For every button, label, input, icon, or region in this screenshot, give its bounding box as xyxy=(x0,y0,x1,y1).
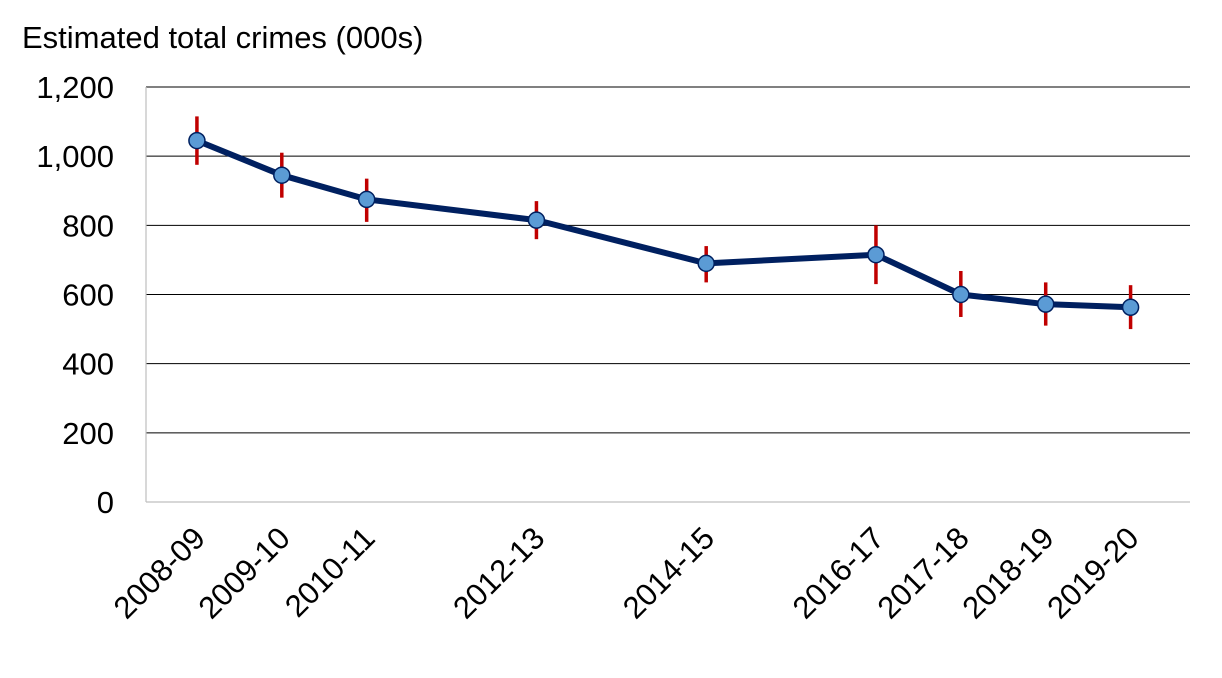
x-tick-label: 2018-19 xyxy=(955,520,1060,625)
y-tick-label: 200 xyxy=(62,416,114,451)
y-tick-label: 400 xyxy=(62,347,114,382)
x-tick-label: 2017-18 xyxy=(871,520,976,625)
y-tick-label: 1,000 xyxy=(36,139,114,174)
data-point xyxy=(357,190,376,209)
data-point xyxy=(952,285,970,304)
x-tick-label: 2008-09 xyxy=(107,520,212,625)
x-tick-label: 2014-15 xyxy=(616,520,721,625)
y-tick-labels: 0 200 400 600 800 1,000 1,200 xyxy=(36,70,114,520)
data-point xyxy=(527,211,546,229)
data-point xyxy=(188,131,206,150)
x-tick-label: 2012-13 xyxy=(446,520,551,625)
data-point xyxy=(273,166,291,184)
x-tick-label: 2019-20 xyxy=(1040,520,1145,625)
y-tick-label: 1,200 xyxy=(36,70,114,105)
data-point xyxy=(867,245,885,264)
y-axis-title: Estimated total crimes (000s) xyxy=(22,20,423,55)
data-point xyxy=(697,254,715,273)
axes xyxy=(145,87,1190,503)
x-tick-label: 2016-17 xyxy=(786,520,891,625)
y-tick-label: 600 xyxy=(62,278,114,313)
data-point xyxy=(1036,295,1055,313)
y-tick-label: 0 xyxy=(97,485,114,520)
y-tick-label: 800 xyxy=(62,208,114,243)
series-line-layer xyxy=(193,137,1134,311)
data-points xyxy=(188,131,1140,317)
gridlines xyxy=(146,86,1190,434)
series-line xyxy=(193,137,1134,311)
x-tick-label: 2010-11 xyxy=(278,520,382,624)
data-point xyxy=(1121,298,1140,317)
x-tick-label: 2009-10 xyxy=(192,520,297,625)
